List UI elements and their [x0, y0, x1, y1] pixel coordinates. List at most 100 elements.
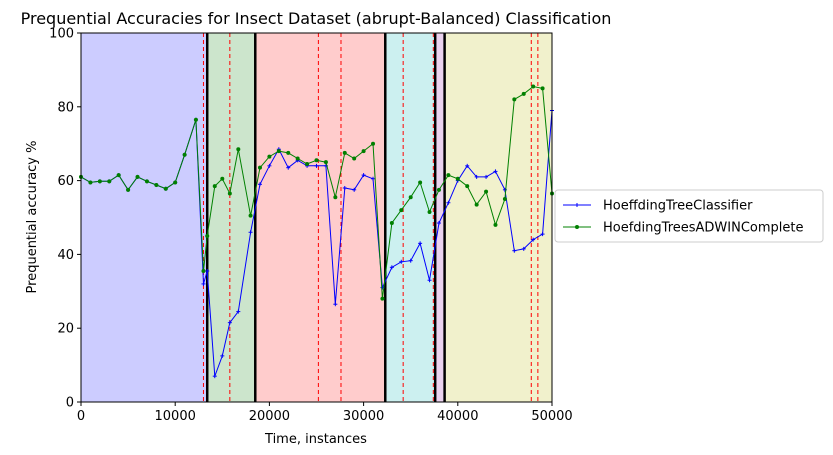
- x-tick-label: 0: [77, 409, 85, 424]
- data-point: [236, 147, 241, 152]
- data-point: [427, 278, 432, 283]
- y-axis-ticks: 0 20 40 60 80 100: [49, 27, 81, 411]
- data-point: [531, 84, 536, 89]
- x-tick-label: 30000: [343, 409, 384, 424]
- data-point: [257, 182, 262, 187]
- data-point: [212, 374, 217, 379]
- data-point: [107, 179, 112, 184]
- data-point: [173, 180, 178, 185]
- data-point: [227, 320, 232, 325]
- x-tick-label: 20000: [249, 409, 290, 424]
- data-point: [512, 97, 517, 102]
- data-point: [418, 241, 423, 246]
- x-tick-label: 40000: [437, 409, 478, 424]
- data-point: [182, 152, 187, 157]
- data-point: [474, 174, 479, 179]
- data-point: [512, 248, 517, 253]
- data-point: [314, 163, 319, 168]
- legend-box: [554, 189, 824, 243]
- data-point: [248, 213, 253, 218]
- y-tick-label: 20: [57, 322, 74, 337]
- data-point: [201, 281, 206, 286]
- data-point: [389, 265, 394, 270]
- y-tick-label: 60: [57, 174, 74, 189]
- data-point: [342, 150, 347, 155]
- data-point: [88, 180, 93, 185]
- data-point: [236, 309, 241, 314]
- drift-lines: [202, 33, 539, 402]
- data-point: [521, 91, 526, 96]
- y-tick-label: 0: [66, 396, 74, 411]
- data-point: [205, 233, 210, 238]
- data-point: [399, 208, 404, 213]
- data-point: [97, 179, 102, 184]
- data-point: [502, 197, 507, 202]
- data-point: [540, 232, 545, 237]
- data-point: [399, 259, 404, 264]
- data-point: [267, 163, 272, 168]
- data-point: [201, 269, 206, 274]
- data-point: [465, 184, 470, 189]
- data-point: [427, 209, 432, 214]
- data-point: [455, 176, 460, 181]
- data-point: [135, 174, 140, 179]
- data-point: [484, 174, 489, 179]
- series-line-2: [80, 85, 553, 299]
- data-point: [144, 179, 149, 184]
- data-point: [389, 221, 394, 226]
- concept-band: [81, 33, 208, 402]
- data-point: [248, 230, 253, 235]
- data-point: [154, 183, 159, 188]
- y-tick-label: 40: [57, 248, 74, 263]
- plot-frame: [80, 32, 553, 403]
- data-point: [408, 258, 413, 263]
- data-point: [361, 149, 366, 154]
- data-point: [295, 156, 300, 161]
- data-point: [436, 187, 441, 192]
- data-point: [521, 246, 526, 251]
- concept-band: [255, 33, 386, 402]
- data-point: [418, 180, 423, 185]
- legend: HoeffdingTreeClassifier HoefdingTreesADWI…: [554, 189, 824, 243]
- data-point: [446, 200, 451, 205]
- y-tick-label: 100: [49, 27, 74, 42]
- data-point: [267, 154, 272, 159]
- data-point: [257, 165, 262, 170]
- y-tick-label: 80: [57, 100, 74, 115]
- data-point: [531, 237, 536, 242]
- x-axis-label: Time, instances: [264, 432, 367, 447]
- series-lines: [79, 84, 554, 379]
- data-point: [361, 173, 366, 178]
- concept-band: [435, 33, 445, 402]
- concept-band: [385, 33, 436, 402]
- data-point: [371, 141, 376, 146]
- data-point: [371, 176, 376, 181]
- data-point: [286, 165, 291, 170]
- data-point: [323, 160, 328, 165]
- x-tick-label: 50000: [531, 409, 572, 424]
- legend-label: HoefdingTreesADWINComplete: [603, 221, 803, 236]
- data-point: [333, 195, 338, 200]
- y-axis-label: Prequential accuracy %: [25, 141, 40, 294]
- x-axis-ticks: 0 10000 20000 30000 40000 50000: [77, 402, 573, 424]
- x-tick-label: 10000: [155, 409, 196, 424]
- legend-label: HoeffdingTreeClassifier: [603, 199, 753, 214]
- data-point: [352, 187, 357, 192]
- data-point: [540, 86, 545, 91]
- chart-title: Prequential Accuracies for Insect Datase…: [21, 9, 612, 28]
- data-point: [493, 169, 498, 174]
- data-point: [286, 150, 291, 155]
- data-point: [314, 158, 319, 163]
- data-point: [220, 176, 225, 181]
- data-point: [220, 353, 225, 358]
- data-point: [446, 173, 451, 178]
- data-point: [465, 163, 470, 168]
- data-point: [163, 186, 168, 191]
- data-point: [205, 269, 210, 274]
- data-point: [474, 202, 479, 207]
- data-point: [116, 173, 121, 178]
- data-point: [212, 184, 217, 189]
- data-point: [380, 296, 385, 301]
- data-point: [408, 195, 413, 200]
